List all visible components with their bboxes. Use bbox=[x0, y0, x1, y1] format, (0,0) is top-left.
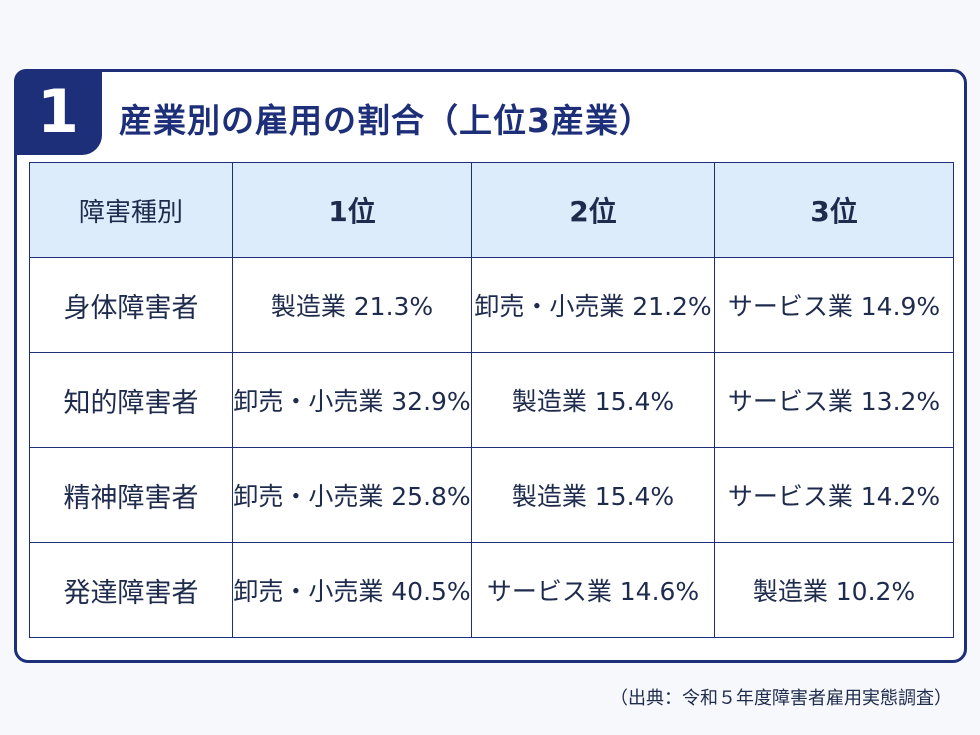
table-cell: サービス業 14.2% bbox=[714, 447, 954, 543]
table-header-row: 障害種別 1位 2位 3位 bbox=[29, 162, 954, 258]
row-label: 発達障害者 bbox=[29, 542, 233, 638]
header-rank-3: 3位 bbox=[714, 162, 954, 258]
table-cell: 製造業 15.4% bbox=[471, 352, 715, 448]
table-cell: 卸売・小売業 40.5% bbox=[232, 542, 472, 638]
table-cell: サービス業 13.2% bbox=[714, 352, 954, 448]
page-title: 産業別の雇用の割合（上位3産業） bbox=[119, 101, 653, 140]
table-cell: 製造業 21.3% bbox=[232, 257, 472, 353]
table-row: 発達障害者 卸売・小売業 40.5% サービス業 14.6% 製造業 10.2% bbox=[29, 542, 954, 638]
table-card: 1 産業別の雇用の割合（上位3産業） 障害種別 1位 2位 3位 身体障害者 製… bbox=[14, 69, 967, 663]
header-disability-type: 障害種別 bbox=[29, 162, 233, 258]
table-row: 精神障害者 卸売・小売業 25.8% 製造業 15.4% サービス業 14.2% bbox=[29, 447, 954, 543]
row-label: 身体障害者 bbox=[29, 257, 233, 353]
table-cell: サービス業 14.9% bbox=[714, 257, 954, 353]
table-cell: 製造業 10.2% bbox=[714, 542, 954, 638]
header-rank-1: 1位 bbox=[232, 162, 472, 258]
section-number-badge: 1 bbox=[14, 69, 102, 155]
table-cell: 卸売・小売業 32.9% bbox=[232, 352, 472, 448]
row-label: 精神障害者 bbox=[29, 447, 233, 543]
table-cell: 卸売・小売業 21.2% bbox=[471, 257, 715, 353]
table-row: 身体障害者 製造業 21.3% 卸売・小売業 21.2% サービス業 14.9% bbox=[29, 257, 954, 353]
source-citation: （出典：令和５年度障害者雇用実態調査） bbox=[610, 688, 952, 709]
table-cell: サービス業 14.6% bbox=[471, 542, 715, 638]
table-cell: 卸売・小売業 25.8% bbox=[232, 447, 472, 543]
table-row: 知的障害者 卸売・小売業 32.9% 製造業 15.4% サービス業 13.2% bbox=[29, 352, 954, 448]
table-cell: 製造業 15.4% bbox=[471, 447, 715, 543]
header-rank-2: 2位 bbox=[471, 162, 715, 258]
row-label: 知的障害者 bbox=[29, 352, 233, 448]
employment-ratio-table: 障害種別 1位 2位 3位 身体障害者 製造業 21.3% 卸売・小売業 21.… bbox=[29, 162, 954, 638]
